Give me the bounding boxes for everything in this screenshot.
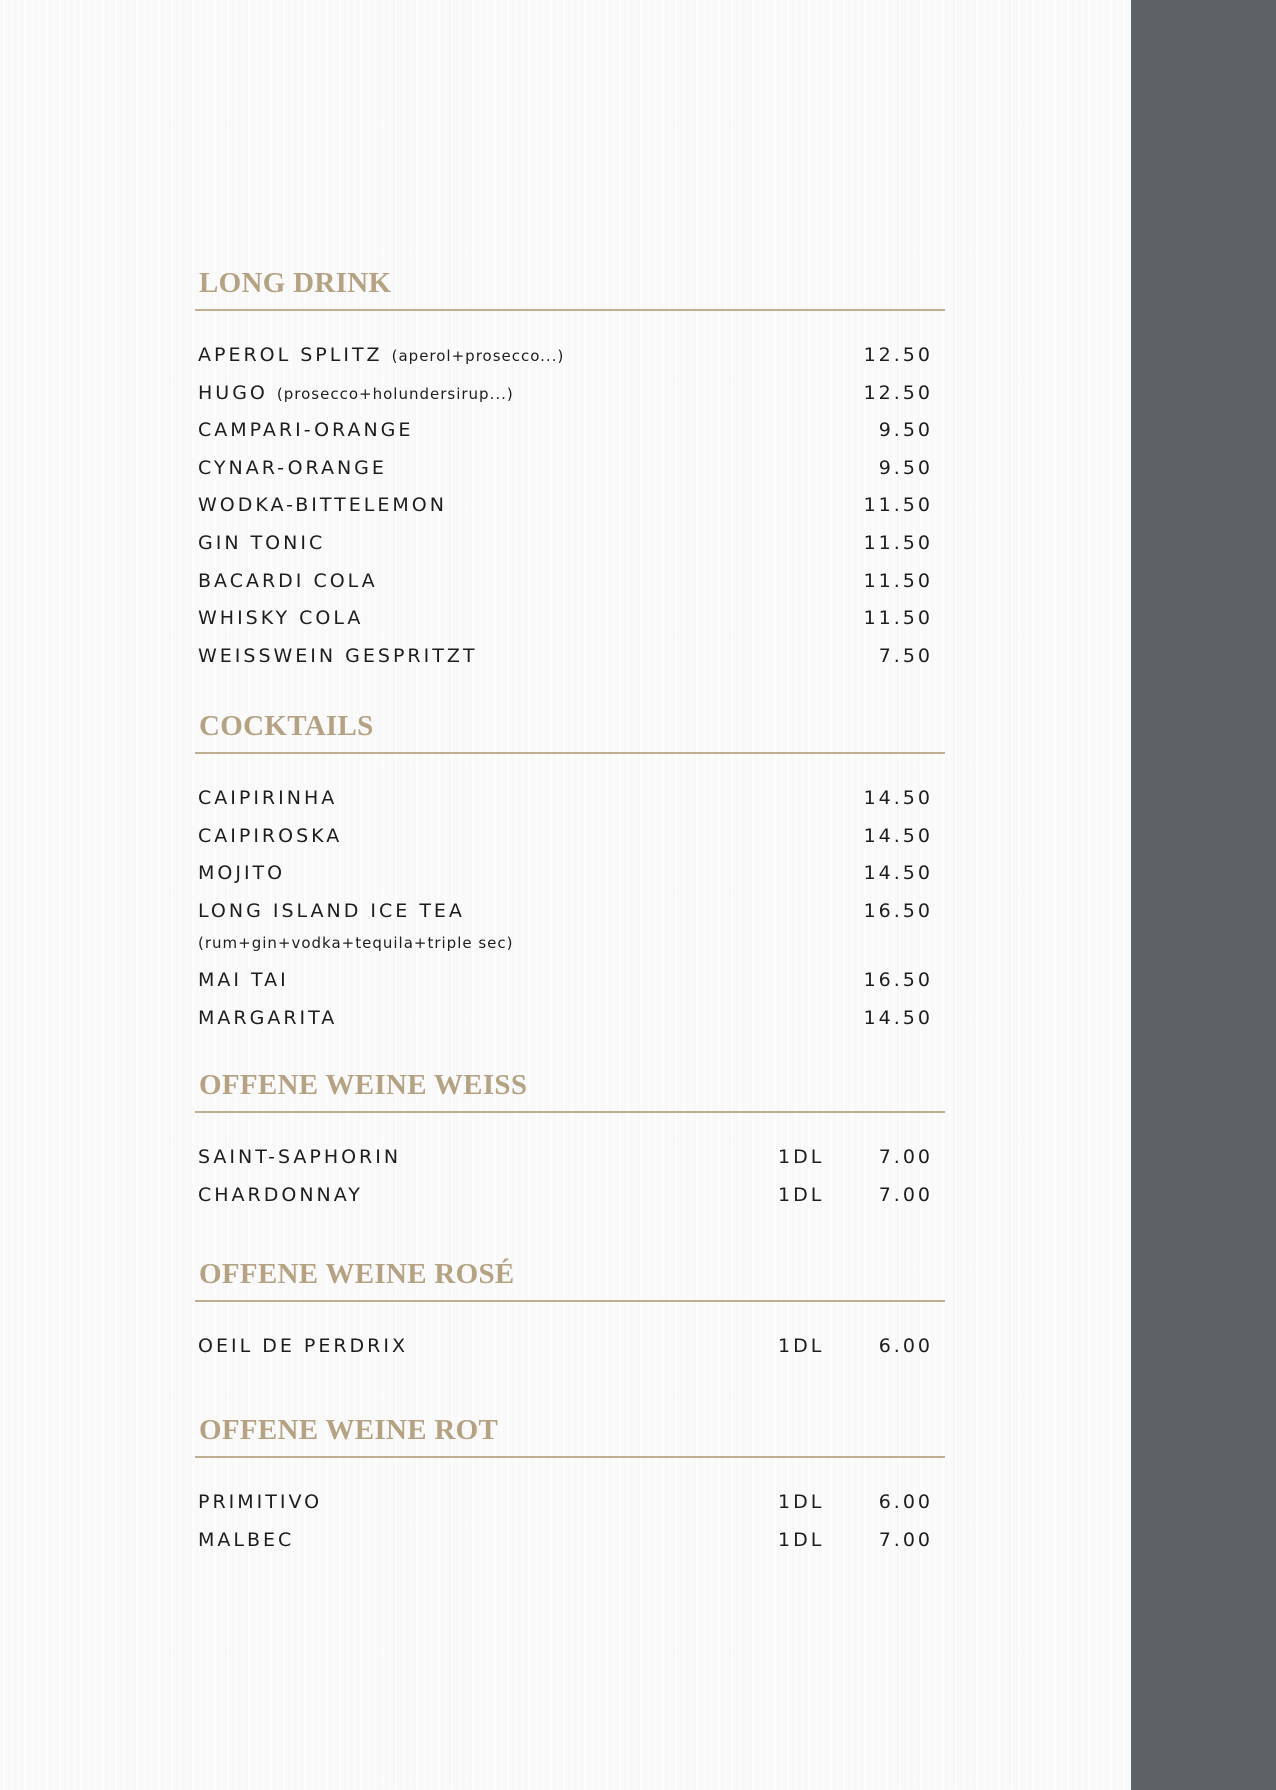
- section-divider: [195, 752, 945, 754]
- item-name: APEROL SPLITZ: [198, 344, 383, 366]
- item-quantity: 1DL: [778, 1491, 825, 1513]
- item-price: 14.50: [863, 824, 933, 847]
- item-price: 11.50: [863, 531, 933, 554]
- menu-section: LONG DRINK APEROL SPLITZ (aperol+prosecco…: [195, 265, 945, 675]
- section-heading: COCKTAILS: [199, 710, 374, 742]
- item-name: BACARDI COLA: [198, 569, 378, 592]
- item-price: 12.50: [863, 381, 933, 404]
- item-name: CAMPARI-ORANGE: [198, 419, 414, 442]
- item-list: CAIPIRINHA 14.50 CAIPIROSKA 14.50 MOJITO 14.5…: [195, 780, 945, 1038]
- item-price: 7.50: [878, 644, 933, 667]
- item-list: PRIMITIVO 1DL 6.00 MALBEC 1DL 7.00: [195, 1484, 945, 1559]
- item-price: 16.50: [863, 969, 933, 992]
- item-price: 6.00: [878, 1491, 933, 1513]
- item-price: 14.50: [863, 1006, 933, 1029]
- menu-item: LONG ISLAND ICE TEA 16.50: [195, 893, 945, 931]
- item-name: WHISKY COLA: [198, 607, 364, 630]
- menu-section: OFFENE WEINE ROSÉ OEIL DE PERDRIX 1DL 6.00: [195, 1256, 945, 1366]
- item-price: 14.50: [863, 862, 933, 885]
- menu-item: APEROL SPLITZ (aperol+prosecco...) 12.50: [195, 337, 945, 375]
- menu-item: SAINT-SAPHORIN 1DL 7.00: [195, 1139, 945, 1177]
- section-divider: [195, 309, 945, 311]
- item-price: 11.50: [863, 569, 933, 592]
- item-name: GIN TONIC: [198, 531, 326, 554]
- section-heading: OFFENE WEINE ROSÉ: [199, 1258, 515, 1290]
- item-price: 9.50: [878, 456, 933, 479]
- menu-item: BACARDI COLA 11.50: [195, 563, 945, 601]
- menu-item: MOJITO 14.50: [195, 855, 945, 893]
- item-name: CAIPIRINHA: [198, 787, 338, 809]
- item-price: 9.50: [878, 419, 933, 442]
- menu-item: WODKA-BITTELEMON 11.50: [195, 487, 945, 525]
- section-divider: [195, 1111, 945, 1113]
- menu-item: CAIPIROSKA 14.50: [195, 818, 945, 856]
- item-quantity: 1DL: [778, 1528, 825, 1551]
- item-description: (rum+gin+vodka+tequila+triple sec): [198, 934, 514, 953]
- item-name: MOJITO: [198, 862, 286, 885]
- section-divider: [195, 1456, 945, 1458]
- menu-item: HUGO (prosecco+holundersirup...) 12.50: [195, 375, 945, 413]
- item-name: WEISSWEIN GESPRITZT: [198, 644, 478, 667]
- item-name: MARGARITA: [198, 1006, 338, 1029]
- menu-item: WEISSWEIN GESPRITZT 7.50: [195, 638, 945, 676]
- item-list: SAINT-SAPHORIN 1DL 7.00 CHARDONNAY 1DL 7.00: [195, 1139, 945, 1214]
- item-note: (aperol+prosecco...): [391, 347, 565, 365]
- item-list: APEROL SPLITZ (aperol+prosecco...) 12.50 H…: [195, 337, 945, 675]
- item-price: 11.50: [863, 607, 933, 630]
- item-name: SAINT-SAPHORIN: [198, 1146, 402, 1168]
- menu-item: MAI TAI 16.50: [195, 962, 945, 1000]
- section-divider: [195, 1300, 945, 1302]
- menu-item: OEIL DE PERDRIX 1DL 6.00: [195, 1328, 945, 1366]
- item-name: CHARDONNAY: [198, 1183, 363, 1206]
- section-heading: OFFENE WEINE WEISS: [199, 1069, 528, 1101]
- item-price: 7.00: [878, 1183, 933, 1206]
- menu-section: COCKTAILS CAIPIRINHA 14.50 CAIPIROSKA 14.50 M…: [195, 708, 945, 1038]
- item-name: HUGO: [198, 381, 268, 404]
- menu-item: WHISKY COLA 11.50: [195, 600, 945, 638]
- menu-item: MALBEC 1DL 7.00: [195, 1522, 945, 1560]
- section-heading: LONG DRINK: [199, 267, 392, 299]
- item-quantity: 1DL: [778, 1183, 825, 1206]
- item-price: 6.00: [878, 1335, 933, 1357]
- item-name: PRIMITIVO: [198, 1491, 323, 1513]
- item-price: 11.50: [863, 494, 933, 517]
- item-name: CAIPIROSKA: [198, 824, 343, 847]
- item-quantity: 1DL: [778, 1146, 825, 1168]
- menu-section: OFFENE WEINE WEISS SAINT-SAPHORIN 1DL 7.00 C…: [195, 1067, 945, 1214]
- item-list: OEIL DE PERDRIX 1DL 6.00: [195, 1328, 945, 1366]
- menu-item: CYNAR-ORANGE 9.50: [195, 450, 945, 488]
- item-name: MALBEC: [198, 1528, 295, 1551]
- item-name: OEIL DE PERDRIX: [198, 1335, 408, 1357]
- item-price: 14.50: [863, 787, 933, 809]
- item-name: LONG ISLAND ICE TEA: [198, 899, 465, 922]
- menu-item: MARGARITA 14.50: [195, 1000, 945, 1038]
- item-note: (prosecco+holundersirup...): [276, 384, 514, 403]
- section-heading: OFFENE WEINE ROT: [199, 1414, 499, 1446]
- menu-item: GIN TONIC 11.50: [195, 525, 945, 563]
- sidebar-band: [1131, 0, 1276, 1790]
- menu-section: OFFENE WEINE ROT PRIMITIVO 1DL 6.00 MALBEC 1D…: [195, 1412, 945, 1559]
- item-quantity: 1DL: [778, 1335, 825, 1357]
- menu-item: PRIMITIVO 1DL 6.00: [195, 1484, 945, 1522]
- item-name: MAI TAI: [198, 969, 289, 992]
- item-name: CYNAR-ORANGE: [198, 456, 387, 479]
- menu-item: CAIPIRINHA 14.50: [195, 780, 945, 818]
- item-price: 7.00: [878, 1528, 933, 1551]
- item-price: 12.50: [863, 344, 933, 366]
- menu-item: CHARDONNAY 1DL 7.00: [195, 1177, 945, 1215]
- item-price: 16.50: [863, 899, 933, 922]
- item-name: WODKA-BITTELEMON: [198, 494, 447, 517]
- item-price: 7.00: [878, 1146, 933, 1168]
- menu-item: CAMPARI-ORANGE 9.50: [195, 412, 945, 450]
